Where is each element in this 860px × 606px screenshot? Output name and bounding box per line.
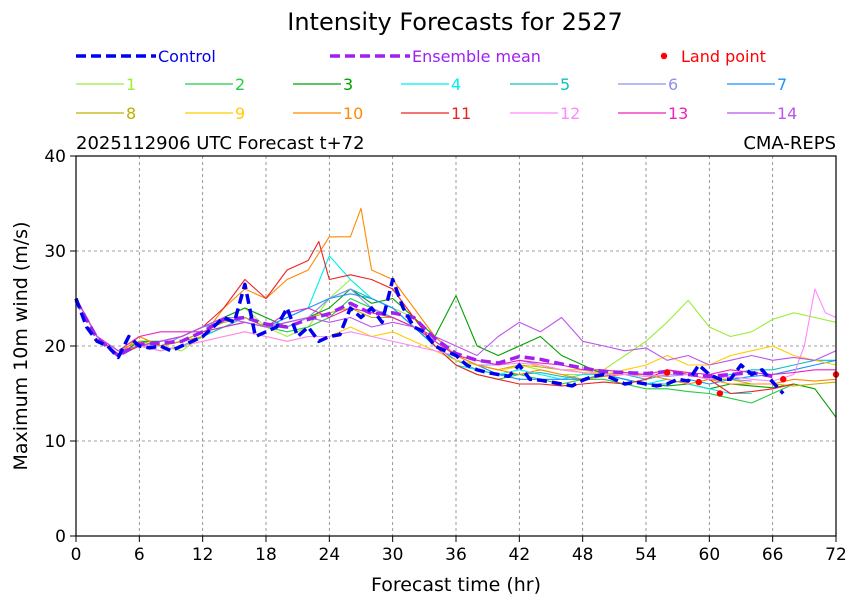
control-line bbox=[74, 277, 785, 395]
legend-member-label-4: 4 bbox=[451, 75, 461, 94]
subtitle-right: CMA-REPS bbox=[743, 133, 836, 154]
x-tick-label: 0 bbox=[71, 545, 82, 565]
axes: 0 6 12 18 24 30 36 42 48 54 60 66 72 0 10 20 30 40 bbox=[44, 147, 846, 565]
legend-member-label-14: 14 bbox=[777, 104, 797, 123]
legend-member-label-10: 10 bbox=[343, 104, 363, 123]
legend-land-label: Land point bbox=[681, 47, 766, 66]
x-tick-label: 18 bbox=[255, 545, 277, 565]
member-line-6 bbox=[75, 288, 752, 382]
legend-mean-label: Ensemble mean bbox=[412, 47, 541, 66]
x-tick-label: 12 bbox=[192, 545, 214, 565]
member-line-14 bbox=[75, 298, 837, 366]
chart-title: Intensity Forecasts for 2527 bbox=[287, 8, 622, 36]
legend-member-label-7: 7 bbox=[777, 75, 787, 94]
main-lines bbox=[74, 277, 785, 395]
y-tick-label: 30 bbox=[44, 242, 66, 262]
x-axis-label: Forecast time (hr) bbox=[371, 574, 541, 596]
y-tick-label: 40 bbox=[44, 147, 66, 167]
legend-member-label-9: 9 bbox=[235, 104, 245, 123]
y-tick-label: 10 bbox=[44, 432, 66, 452]
y-tick-label: 20 bbox=[44, 337, 66, 357]
land-point bbox=[695, 378, 702, 386]
legend-member-label-8: 8 bbox=[126, 104, 136, 123]
x-tick-label: 48 bbox=[572, 545, 594, 565]
x-tick-label: 60 bbox=[699, 545, 721, 565]
x-tick-label: 6 bbox=[134, 545, 145, 565]
x-tick-label: 66 bbox=[762, 545, 784, 565]
legend-member-label-11: 11 bbox=[451, 104, 471, 123]
x-tick-label: 42 bbox=[509, 545, 531, 565]
x-tick-label: 36 bbox=[445, 545, 467, 565]
legend-member-label-2: 2 bbox=[235, 75, 245, 94]
land-point bbox=[663, 369, 671, 376]
member-line-11 bbox=[75, 240, 794, 395]
x-tick-label: 24 bbox=[319, 545, 341, 565]
ensemble-mean-line bbox=[74, 299, 774, 379]
x-tick-label: 30 bbox=[382, 545, 404, 565]
legend-member-label-12: 12 bbox=[560, 104, 580, 123]
legend-member-label-1: 1 bbox=[126, 75, 136, 94]
land-point bbox=[780, 376, 787, 383]
subtitle-left: 2025112906 UTC Forecast t+72 bbox=[76, 133, 365, 154]
legend-land-marker bbox=[660, 52, 668, 60]
legend-member-label-6: 6 bbox=[668, 75, 678, 94]
legend-control-label: Control bbox=[158, 47, 216, 66]
y-axis-label: Maximum 10m wind (m/s) bbox=[10, 222, 32, 471]
legend-member-label-13: 13 bbox=[668, 104, 688, 123]
y-tick-label: 0 bbox=[55, 527, 66, 547]
legend-member-label-3: 3 bbox=[343, 75, 353, 94]
legend-member-label-5: 5 bbox=[560, 75, 570, 94]
x-tick-label: 72 bbox=[825, 545, 847, 565]
x-tick-label: 54 bbox=[635, 545, 657, 565]
land-point bbox=[716, 390, 724, 397]
